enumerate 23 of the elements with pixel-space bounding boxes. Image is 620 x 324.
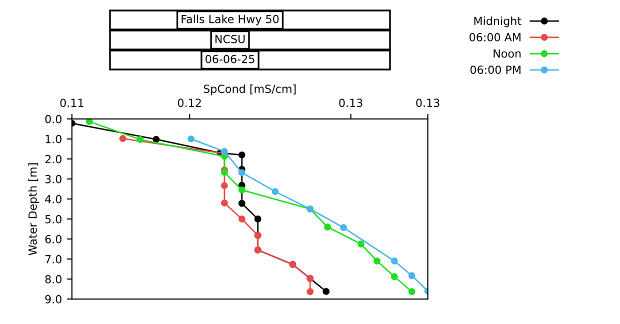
chart-subtitle: NCSU bbox=[215, 34, 245, 44]
x-tick-label: 0.12 bbox=[178, 98, 201, 108]
y-tick-label: 0.0 bbox=[45, 114, 62, 124]
y-tick-label: 4.0 bbox=[45, 194, 62, 204]
y-tick-label: 3.0 bbox=[45, 174, 62, 184]
y-tick-label: 5.0 bbox=[45, 214, 62, 224]
text: 06-06-25 bbox=[206, 54, 254, 64]
y-tick-label: 1.0 bbox=[46, 134, 62, 144]
x-tick-label: 0.11 bbox=[60, 98, 84, 108]
y-tick-label: 9.0 bbox=[45, 295, 62, 304]
legend-label: Noon bbox=[494, 49, 521, 58]
x-axis-title: SpCond [mS/cm] bbox=[204, 84, 296, 96]
x-tick-label: 0.13 bbox=[416, 98, 440, 108]
x-tick-label: 0.13 bbox=[339, 98, 362, 108]
y-tick-label: 7.0 bbox=[45, 254, 62, 264]
y-tick-label: 6.0 bbox=[45, 234, 62, 244]
chart-title: Falls Lake Hwy 50 bbox=[182, 14, 279, 26]
y-tick-label: 2.0 bbox=[45, 154, 62, 164]
y-axis-title: Water Depth [m] bbox=[28, 163, 39, 256]
legend-label: Midnight bbox=[474, 16, 522, 28]
legend-label: 06:00 AM bbox=[470, 32, 520, 42]
legend-label: 06:00 PM bbox=[470, 66, 520, 74]
y-tick-label: 8.0 bbox=[45, 275, 62, 284]
